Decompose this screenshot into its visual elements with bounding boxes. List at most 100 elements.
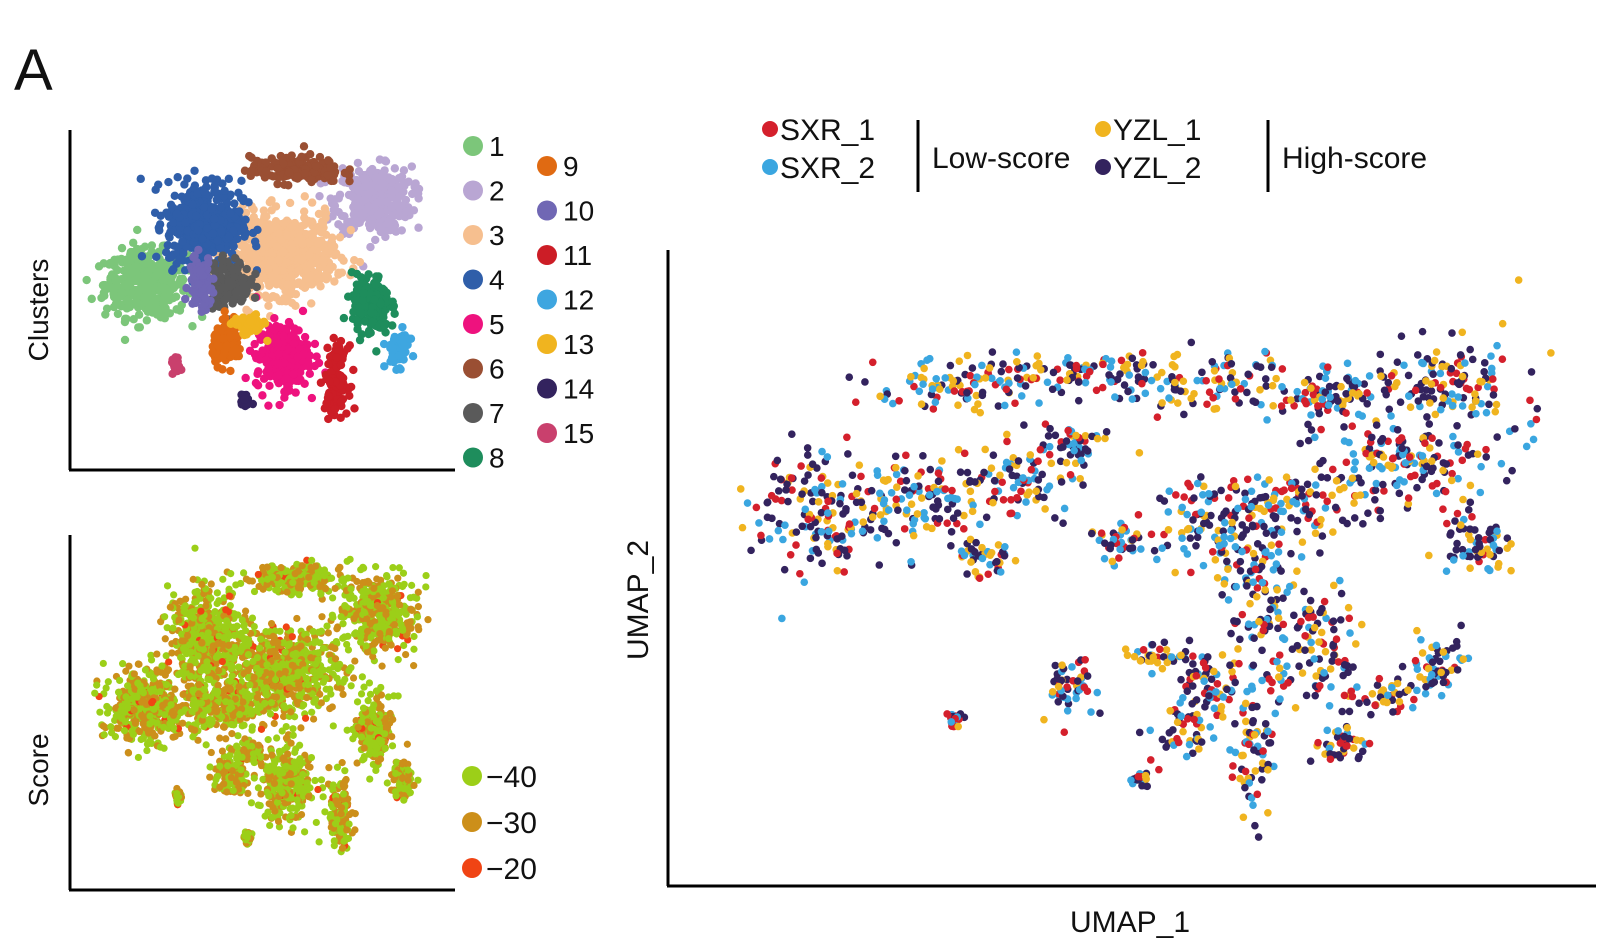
cluster-point xyxy=(310,339,320,349)
cluster-point xyxy=(313,273,323,283)
cluster-point xyxy=(240,395,249,404)
cluster-point xyxy=(146,261,156,270)
cluster-point xyxy=(218,353,227,362)
score-point xyxy=(372,563,380,571)
cluster-point xyxy=(411,179,420,188)
cluster-point xyxy=(129,315,138,324)
cluster-point xyxy=(300,220,309,230)
score-point xyxy=(375,636,384,644)
cluster-point xyxy=(414,223,423,232)
cluster-point xyxy=(354,186,363,196)
cluster-point xyxy=(280,180,289,189)
cluster-point xyxy=(188,322,197,331)
score-point xyxy=(134,753,143,762)
score-point xyxy=(116,676,124,685)
cluster-point xyxy=(367,220,377,230)
cluster-point xyxy=(298,239,307,249)
cluster-point xyxy=(347,219,356,229)
score-point xyxy=(124,704,132,712)
score-point xyxy=(119,660,127,668)
score-point xyxy=(362,642,370,650)
score-point xyxy=(107,723,115,731)
legend-label-cluster-8: 8 xyxy=(489,443,505,474)
score-point xyxy=(242,659,251,667)
score-point xyxy=(363,615,371,623)
cluster-point xyxy=(250,237,260,246)
cluster-point xyxy=(218,251,228,260)
score-point xyxy=(307,654,315,662)
score-point xyxy=(153,650,161,658)
cluster-point xyxy=(307,299,316,308)
cluster-point xyxy=(292,279,302,289)
cluster-point xyxy=(274,370,283,380)
cluster-point xyxy=(258,346,267,355)
score-point xyxy=(266,710,275,718)
cluster-point xyxy=(281,325,290,334)
score-point xyxy=(285,640,293,648)
cluster-point xyxy=(300,379,309,388)
legend-label-cluster-15: 15 xyxy=(563,418,594,449)
score-point xyxy=(269,647,277,655)
score-point xyxy=(365,579,373,587)
cluster-point xyxy=(353,158,363,168)
score-point xyxy=(381,644,389,652)
legend-swatch-cluster-5 xyxy=(463,314,483,334)
cluster-point xyxy=(204,258,213,267)
cluster-point xyxy=(279,247,288,257)
cluster-point xyxy=(209,214,219,224)
cluster-point xyxy=(250,293,260,302)
cluster-point xyxy=(268,172,278,181)
score-point xyxy=(363,648,372,656)
score-point xyxy=(406,618,414,626)
score-point xyxy=(153,668,161,676)
cluster-point xyxy=(300,192,309,201)
cluster-point xyxy=(299,349,309,359)
cluster-point xyxy=(173,361,182,370)
legend-swatch-cluster-8 xyxy=(463,447,483,468)
cluster-point xyxy=(255,355,264,364)
cluster-point xyxy=(261,291,270,300)
cluster-point xyxy=(371,280,380,289)
score-point xyxy=(319,666,327,674)
score-point xyxy=(281,668,289,676)
cluster-point xyxy=(132,244,142,254)
score-point xyxy=(255,644,264,652)
legend-swatch-cluster-1 xyxy=(463,136,483,156)
cluster-point xyxy=(318,256,327,265)
cluster-point xyxy=(208,229,218,238)
cluster-point xyxy=(134,286,144,296)
score-point xyxy=(104,678,112,686)
score-point xyxy=(288,661,296,669)
cluster-point xyxy=(297,152,306,162)
cluster-point xyxy=(284,317,294,327)
cluster-point xyxy=(358,295,367,305)
cluster-point xyxy=(397,226,406,235)
score-point xyxy=(376,629,384,638)
cluster-point xyxy=(182,193,191,202)
cluster-point xyxy=(339,313,349,323)
cluster-point xyxy=(271,222,281,231)
cluster-point xyxy=(332,353,341,362)
score-point xyxy=(331,655,340,663)
score-point xyxy=(400,641,408,650)
cluster-point xyxy=(247,153,256,162)
cluster-point xyxy=(287,244,297,254)
cluster-point xyxy=(238,314,247,323)
score-point xyxy=(422,583,430,591)
cluster-point xyxy=(199,187,209,196)
score-point xyxy=(124,682,132,690)
cluster-point xyxy=(236,193,246,203)
score-point xyxy=(341,675,349,684)
cluster-point xyxy=(229,226,238,235)
cluster-point xyxy=(376,227,385,237)
score-point xyxy=(314,656,322,664)
cluster-point xyxy=(109,289,118,299)
score-point xyxy=(288,633,296,641)
cluster-point xyxy=(180,180,189,189)
score-point xyxy=(410,645,418,653)
cluster-point xyxy=(250,339,259,349)
cluster-point xyxy=(172,209,182,218)
score-point xyxy=(143,746,151,755)
cluster-point xyxy=(283,231,292,240)
score-point xyxy=(91,689,99,697)
